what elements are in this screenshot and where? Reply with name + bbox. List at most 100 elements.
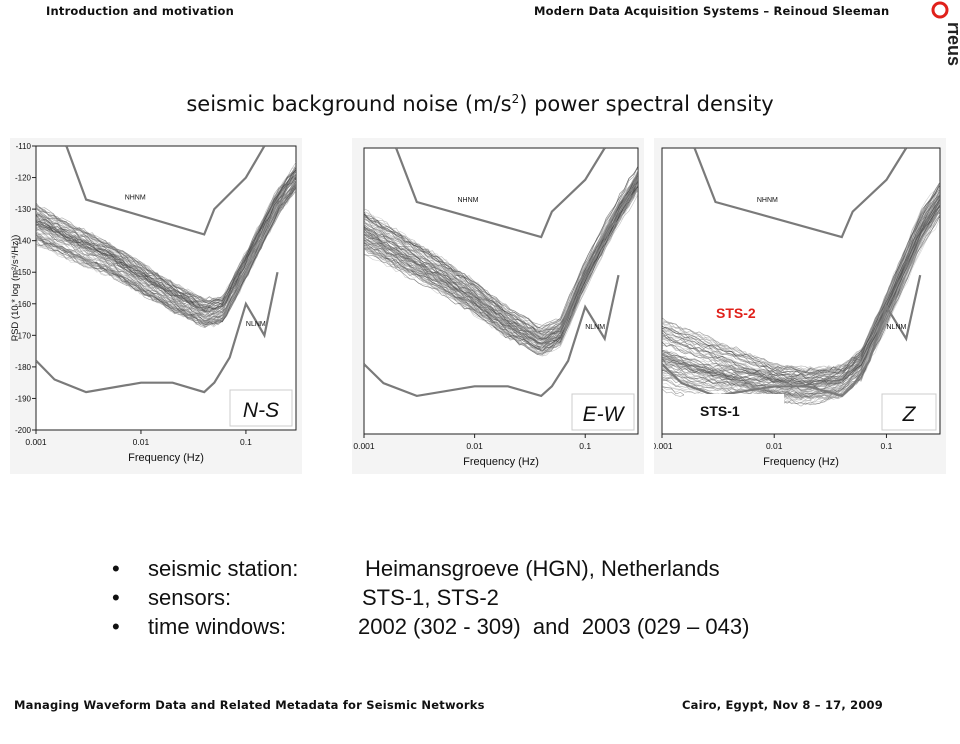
nhnm-label: NHNM (125, 195, 146, 202)
panel-label-box (881, 393, 937, 431)
trace-line (364, 170, 638, 332)
panel-label-box (571, 393, 635, 431)
trace-line (36, 187, 296, 328)
list-item: • time windows: 2002 (302 - 309) and 200… (112, 614, 750, 639)
trace-line (364, 176, 638, 343)
trace-line (662, 195, 940, 379)
y-tick-label: -180 (15, 363, 32, 372)
y-axis-label: PSD (10 * log (m²/s⁴/Hz)) (10, 235, 21, 342)
chart-ew-svg: NHNM NLNM 0.001 0.01 0.1 Frequency (Hz) E-W (352, 138, 644, 474)
trace-line (364, 174, 638, 336)
x-tick-label: 0.01 (133, 437, 150, 447)
trace-line (662, 211, 940, 394)
trace-line (364, 187, 638, 354)
trace-line (36, 176, 296, 312)
nlnm-label: NLNM (246, 321, 266, 328)
trace-line (364, 179, 638, 345)
trace-line (662, 193, 940, 382)
header-left: Introduction and motivation (46, 4, 234, 18)
panel-label: Z (902, 403, 917, 426)
y-tick-label: -200 (15, 426, 32, 435)
chart-ns-svg: NHNM NLNM 0.001 0.01 0.1 Frequency (Hz) -110 -1… (10, 138, 302, 474)
y-tick-label: -160 (15, 300, 32, 309)
info-list: • seismic station: Heimansgroeve (HGN), … (112, 556, 750, 643)
nhnm-label: NHNM (457, 197, 478, 204)
x-tick-label: 0.1 (881, 441, 893, 451)
trace-line (662, 182, 940, 374)
x-tick-label: 0.1 (240, 437, 252, 447)
nhnm-label: NHNM (757, 197, 778, 204)
trace-line (662, 209, 940, 396)
page-title: seismic background noise (m/s2) power sp… (0, 92, 960, 116)
bullet-value: STS-1, STS-2 (362, 585, 499, 610)
trace-line (36, 179, 296, 320)
logo-text: rfeus (944, 22, 958, 66)
list-item: • sensors: STS-1, STS-2 (112, 585, 499, 610)
x-tick-label: 0.01 (466, 441, 483, 451)
trace-group (36, 162, 296, 328)
trace-line (36, 165, 296, 303)
trace-line (364, 169, 638, 336)
title-superscript: 2 (511, 92, 520, 106)
nlnm-label: NLNM (585, 324, 605, 331)
chart-z-svg: NHNM NLNM 0.001 0.01 0.1 Frequency (Hz) Z STS-2… (654, 138, 946, 474)
trace-line (662, 208, 940, 400)
x-tick-label: 0.1 (579, 441, 591, 451)
nlnm-curve (36, 271, 279, 394)
title-text: seismic background noise (m/s (186, 92, 512, 116)
trace-line (36, 174, 296, 310)
sts1-label: STS-1 (700, 403, 740, 419)
footer-left: Managing Waveform Data and Related Metad… (14, 698, 485, 712)
orfeus-logo: rfeus (922, 0, 960, 80)
y-tick-label: -110 (16, 142, 32, 151)
trace-line (36, 172, 296, 310)
chart-panel-ew: NHNM NLNM 0.001 0.01 0.1 Frequency (Hz) E-W (352, 138, 644, 474)
panel-label-box (229, 389, 293, 427)
nlnm-curve (364, 274, 620, 398)
nlnm-label: NLNM (886, 324, 906, 331)
x-axis-label: Frequency (Hz) (463, 456, 539, 468)
list-item: • seismic station: Heimansgroeve (HGN), … (112, 556, 720, 581)
trace-line (662, 199, 940, 381)
trace-line (36, 186, 296, 326)
trace-line (364, 181, 638, 349)
trace-line (36, 169, 296, 305)
trace-line (364, 184, 638, 356)
title-suffix: ) power spectral density (519, 92, 774, 116)
sts1-label-box (684, 394, 784, 424)
panel-label: E-W (583, 403, 626, 426)
trace-line (36, 183, 296, 321)
y-tick-label: -120 (15, 174, 32, 183)
trace-group (364, 165, 638, 357)
chart-panel-ns: NHNM NLNM 0.001 0.01 0.1 Frequency (Hz) -110 -1… (10, 138, 302, 474)
nlnm-curve (662, 274, 922, 398)
x-tick-label: 0.001 (25, 437, 47, 447)
bullet-key: time windows: (148, 614, 287, 639)
sts2-label: STS-2 (716, 305, 756, 321)
trace-line (662, 197, 940, 392)
trace-line (662, 181, 940, 371)
header-right: Modern Data Acquisition Systems – Reinou… (534, 4, 890, 18)
bullet-key: seismic station: (148, 556, 299, 581)
chart-panel-z: NHNM NLNM 0.001 0.01 0.1 Frequency (Hz) Z STS-2… (654, 138, 946, 474)
y-tick-label: -150 (15, 268, 32, 277)
trace-line (36, 169, 296, 304)
nhnm-curve (65, 146, 266, 236)
x-axis-label: Frequency (Hz) (763, 456, 839, 468)
trace-line (662, 188, 940, 377)
panel-label: N-S (243, 399, 279, 422)
trace-line (36, 164, 296, 302)
y-tick-label: -170 (15, 331, 32, 340)
trace-line (364, 166, 638, 329)
trace-line (662, 210, 940, 396)
footer-right: Cairo, Egypt, Nov 8 – 17, 2009 (682, 698, 883, 712)
nhnm-curve (693, 148, 908, 239)
trace-line (364, 175, 638, 334)
bullet-key: sensors: (148, 585, 232, 610)
bullet-value: Heimansgroeve (HGN), Netherlands (365, 556, 720, 581)
x-axis-label: Frequency (Hz) (128, 452, 204, 464)
y-tick-label: -190 (15, 394, 32, 403)
x-tick-label: 0.01 (766, 441, 783, 451)
trace-line (364, 184, 638, 353)
nhnm-curve (395, 148, 606, 239)
